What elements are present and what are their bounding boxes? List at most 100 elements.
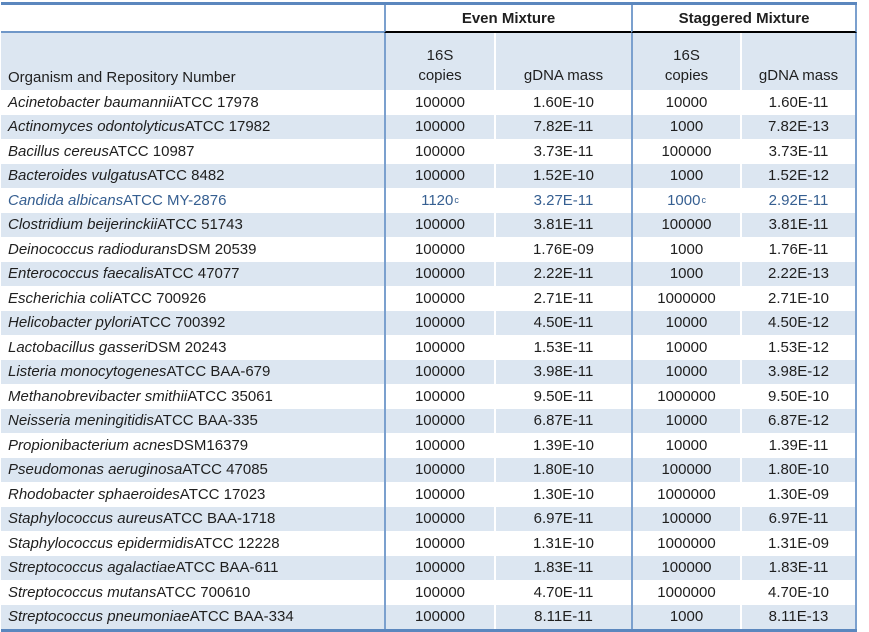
staggered-gdna-mass-cell: 2.92E-11 — [742, 188, 857, 213]
even-gdna-mass-cell: 4.70E-11 — [533, 583, 594, 601]
even-16s-copies-cell: 100000 — [384, 604, 496, 629]
repository-number: ATCC 8482 — [147, 167, 225, 185]
organism-name-cell: Neisseria meningitidis ATCC BAA-335 — [1, 409, 384, 434]
staggered-16s-copies-cell: 1000000 — [631, 531, 742, 556]
staggered-gdna-mass-cell: 1.39E-11 — [742, 433, 857, 458]
column-header-row: Organism and Repository Number 16S copie… — [1, 33, 857, 90]
even-16s-copies-cell: 100000 — [384, 163, 496, 188]
group-header-even-mixture: Even Mixture — [384, 5, 631, 33]
even-16s-copies-cell: 100000 — [384, 506, 496, 531]
repository-number: ATCC 700610 — [156, 583, 251, 601]
even-gdna-mass-cell: 7.82E-11 — [533, 118, 594, 136]
staggered-16s-copies-cell: 10000 — [631, 359, 742, 384]
organism-name-cell: Lactobacillus gasseri DSM 20243 — [1, 335, 384, 360]
staggered-mixture-label: Staggered Mixture — [678, 9, 810, 27]
table-row: Propionibacterium acnes DSM16379 100000 … — [1, 433, 857, 458]
even-16s-copies-cell: 100000 — [384, 580, 496, 605]
even-16s-copies-cell: 100000 — [384, 90, 496, 115]
repository-number: ATCC 47085 — [182, 461, 268, 479]
organism-italic-name: Bacillus cereus — [8, 142, 109, 160]
staggered-16s-copies-cell: 10000 — [631, 408, 742, 433]
organism-name-cell: Escherichia coli ATCC 700926 — [1, 286, 384, 311]
table-row: Staphylococcus epidermidis ATCC 12228 10… — [1, 531, 857, 556]
organism-name-cell: Candida albicans ATCC MY-2876 — [1, 188, 384, 213]
staggered-16s-copies-cell: 100000 — [631, 457, 742, 482]
even-16s-copies-cell: 100000 — [384, 212, 496, 237]
even-gdna-mass-cell: 1.31E-10 — [533, 534, 594, 552]
staggered-gdna-mass-cell: 1.80E-10 — [742, 457, 857, 482]
even-16s-copies-cell: 100000 — [384, 139, 496, 164]
repository-number: ATCC 12228 — [193, 534, 280, 552]
staggered-gdna-mass-cell: 6.87E-12 — [742, 408, 857, 433]
staggered-16s-copies-cell: 1000 — [631, 604, 742, 629]
staggered-16s-copies-cell: 10000 — [631, 90, 742, 115]
staggered-gdna-mass-cell: 1.83E-11 — [742, 555, 857, 580]
staggered-gdna-mass-cell: 8.11E-13 — [742, 604, 857, 629]
staggered-gdna-mass-cell: 1.31E-09 — [742, 531, 857, 556]
repository-number: DSM16379 — [173, 436, 249, 454]
even-mixture-label: Even Mixture — [461, 9, 556, 27]
even-16s-copies-cell: 100000 — [384, 433, 496, 458]
table-row: Actinomyces odontolyticus ATCC 17982 100… — [1, 114, 857, 140]
table-row: Rhodobacter sphaeroides ATCC 17023 10000… — [1, 482, 857, 507]
repository-number: ATCC BAA-611 — [175, 559, 279, 577]
staggered-16s-copies-cell: 10000 — [631, 433, 742, 458]
staggered-gdna-mass-cell: 1.76E-11 — [742, 237, 857, 262]
even-16s-copies-cell: 100000 — [384, 531, 496, 556]
organism-name-cell: Bacillus cereus ATCC 10987 — [1, 139, 384, 164]
even-16s-copies-cell: 100000 — [384, 335, 496, 360]
table-body: Acinetobacter baumannii ATCC 17978 10000… — [1, 90, 857, 629]
even-16s-copies-cell: 100000 — [384, 555, 496, 580]
organism-name-cell: Actinomyces odontolyticus ATCC 17982 — [1, 115, 384, 140]
table-row: Streptococcus mutans ATCC 700610 100000 … — [1, 580, 857, 605]
staggered-gdna-mass-cell: 2.71E-10 — [742, 286, 857, 311]
staggered-16s-copies-cell: 100000 — [631, 555, 742, 580]
table-row: Helicobacter pylori ATCC 700392 100000 4… — [1, 310, 857, 335]
even-gdna-mass-cell: 4.50E-11 — [533, 314, 594, 332]
organism-italic-name: Actinomyces odontolyticus — [8, 118, 185, 136]
organism-italic-name: Candida albicans — [8, 191, 124, 209]
even-gdna-mass-cell: 1.39E-10 — [533, 436, 594, 454]
repository-number: ATCC 700392 — [131, 314, 226, 332]
organism-italic-name: Escherichia coli — [8, 289, 113, 307]
organism-name-cell: Bacteroides vulgatus ATCC 8482 — [1, 164, 384, 189]
staggered-gdna-mass-cell: 7.82E-13 — [742, 114, 857, 139]
repository-number: ATCC 47077 — [153, 265, 240, 283]
organism-name-cell: Pseudomonas aeruginosa ATCC 47085 — [1, 458, 384, 483]
even-16s-copies-cell: 100000 — [384, 359, 496, 384]
table-row: Acinetobacter baumannii ATCC 17978 10000… — [1, 90, 857, 115]
even-gdna-mass-cell: 1.76E-09 — [533, 240, 594, 258]
staggered-gdna-mass-cell: 1.52E-12 — [742, 163, 857, 188]
organism-name-cell: Streptococcus agalactiae ATCC BAA-611 — [1, 556, 384, 581]
even-16s-copies-cell: 100000 — [384, 457, 496, 482]
staggered-16s-copies-cell: 1000000 — [631, 286, 742, 311]
repository-number: DSM 20243 — [147, 338, 227, 356]
table-row: Methanobrevibacter smithii ATCC 35061 10… — [1, 384, 857, 409]
staggered-16s-copies-cell: 1000 — [631, 114, 742, 139]
column-header-even-16s-copies: 16S copies — [384, 33, 496, 90]
staggered-16s-copies-cell: 1000 c — [631, 188, 742, 213]
organism-name-cell: Staphylococcus epidermidis ATCC 12228 — [1, 531, 384, 556]
table-row: Streptococcus pneumoniae ATCC BAA-334 10… — [1, 604, 857, 629]
organism-italic-name: Streptococcus pneumoniae — [8, 608, 190, 626]
staggered-16s-copies-cell: 1000 — [631, 261, 742, 286]
organism-italic-name: Staphylococcus aureus — [8, 510, 164, 528]
even-16s-copies-cell: 100000 — [384, 237, 496, 262]
organism-italic-name: Propionibacterium acnes — [8, 436, 174, 454]
repository-number: ATCC 35061 — [187, 387, 273, 405]
repository-number: ATCC BAA-1718 — [163, 510, 276, 528]
organism-name-cell: Staphylococcus aureus ATCC BAA-1718 — [1, 507, 384, 532]
repository-number: ATCC 700926 — [112, 289, 207, 307]
repository-number: ATCC 17978 — [173, 93, 259, 111]
staggered-16s-copies-cell: 1000000 — [631, 580, 742, 605]
staggered-gdna-mass-cell: 3.81E-11 — [742, 212, 857, 237]
even-gdna-mass-cell: 2.71E-11 — [533, 289, 594, 307]
staggered-gdna-mass-cell: 1.30E-09 — [742, 482, 857, 507]
group-header-staggered-mixture: Staggered Mixture — [631, 5, 857, 33]
organism-name-cell: Streptococcus mutans ATCC 700610 — [1, 580, 384, 605]
column-header-staggered-16s-copies: 16S copies — [631, 33, 742, 90]
even-gdna-mass-cell: 6.87E-11 — [533, 412, 594, 430]
staggered-16s-copies-cell: 1000 — [631, 163, 742, 188]
organism-name-cell: Clostridium beijerinckii ATCC 51743 — [1, 213, 384, 238]
